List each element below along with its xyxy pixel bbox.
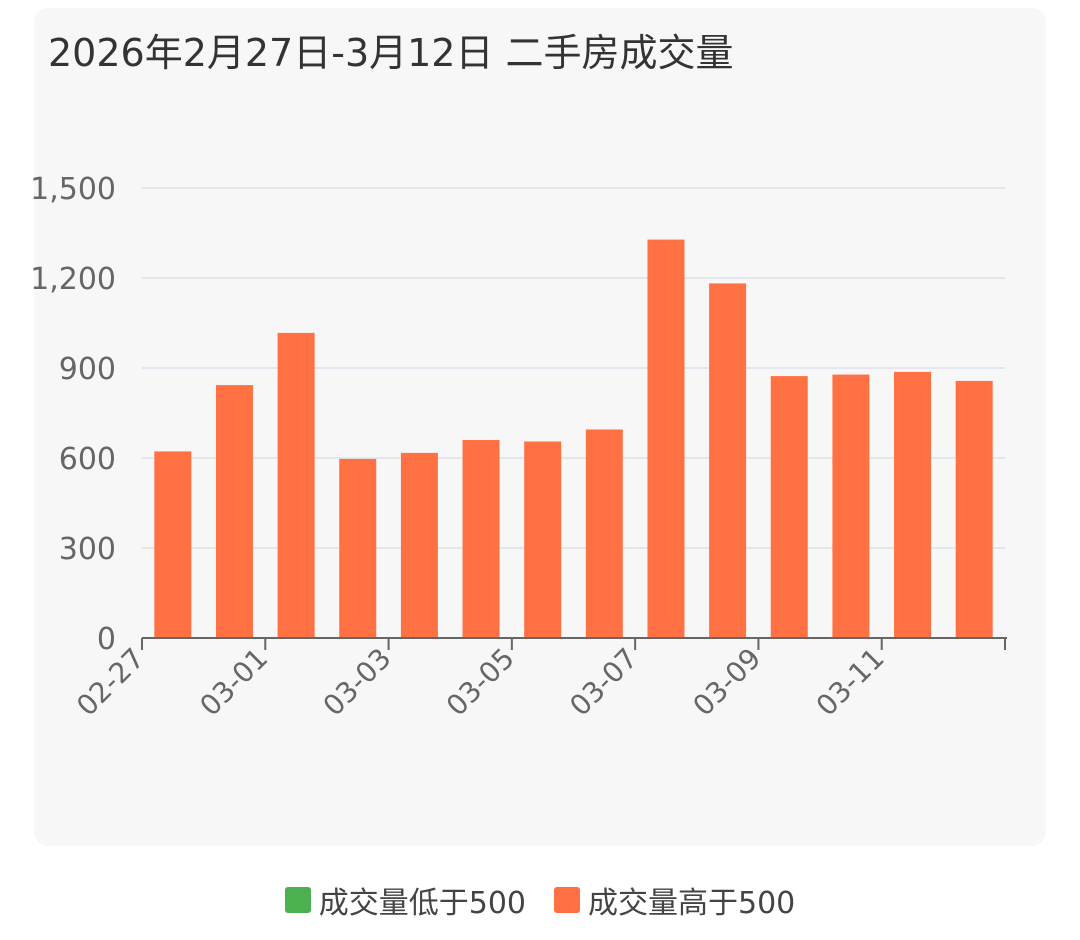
bar-03-08[interactable]	[709, 283, 747, 638]
y-tick-label: 0	[97, 622, 116, 657]
legend-swatch-low	[284, 887, 311, 913]
chart-card	[34, 8, 1046, 846]
y-tick-label: 600	[59, 442, 116, 477]
y-tick-label: 1,500	[30, 172, 116, 207]
bar-03-01[interactable]	[277, 332, 315, 638]
y-tick-label: 1,200	[30, 262, 116, 297]
legend-label-high: 成交量高于500	[588, 886, 796, 921]
y-tick-label: 300	[59, 532, 116, 567]
x-tick-label: 03-03	[317, 642, 398, 723]
y-tick-label: 900	[59, 352, 116, 387]
x-tick-label: 03-01	[193, 642, 274, 723]
bar-03-05[interactable]	[524, 441, 562, 639]
bar-03-09[interactable]	[770, 376, 808, 638]
legend: 成交量低于500 成交量高于500	[0, 878, 1080, 922]
grid-lines	[142, 187, 1005, 549]
bar-03-02[interactable]	[339, 458, 377, 638]
legend-item-high[interactable]: 成交量高于500	[554, 878, 795, 922]
bar-03-07[interactable]	[647, 239, 685, 638]
bar-03-11[interactable]	[894, 371, 932, 638]
bar-03-04[interactable]	[462, 440, 500, 638]
legend-label-low: 成交量低于500	[318, 886, 526, 921]
x-tick-label: 03-09	[687, 642, 768, 723]
x-tick-label: 03-07	[563, 642, 644, 723]
bar-02-28[interactable]	[215, 385, 253, 638]
bar-03-03[interactable]	[400, 452, 438, 638]
legend-swatch-high	[554, 887, 580, 913]
bars	[154, 239, 993, 639]
bar-03-10[interactable]	[832, 374, 870, 638]
chart-title: 2026年2月27日-3月12日 二手房成交量	[48, 31, 734, 75]
x-tick-label: 03-05	[440, 642, 521, 723]
bar-02-27[interactable]	[154, 451, 192, 638]
bar-03-06[interactable]	[585, 429, 623, 639]
bar-03-12[interactable]	[955, 380, 993, 638]
legend-item-low[interactable]: 成交量低于500	[284, 878, 526, 922]
x-tick-label: 03-11	[810, 642, 891, 723]
